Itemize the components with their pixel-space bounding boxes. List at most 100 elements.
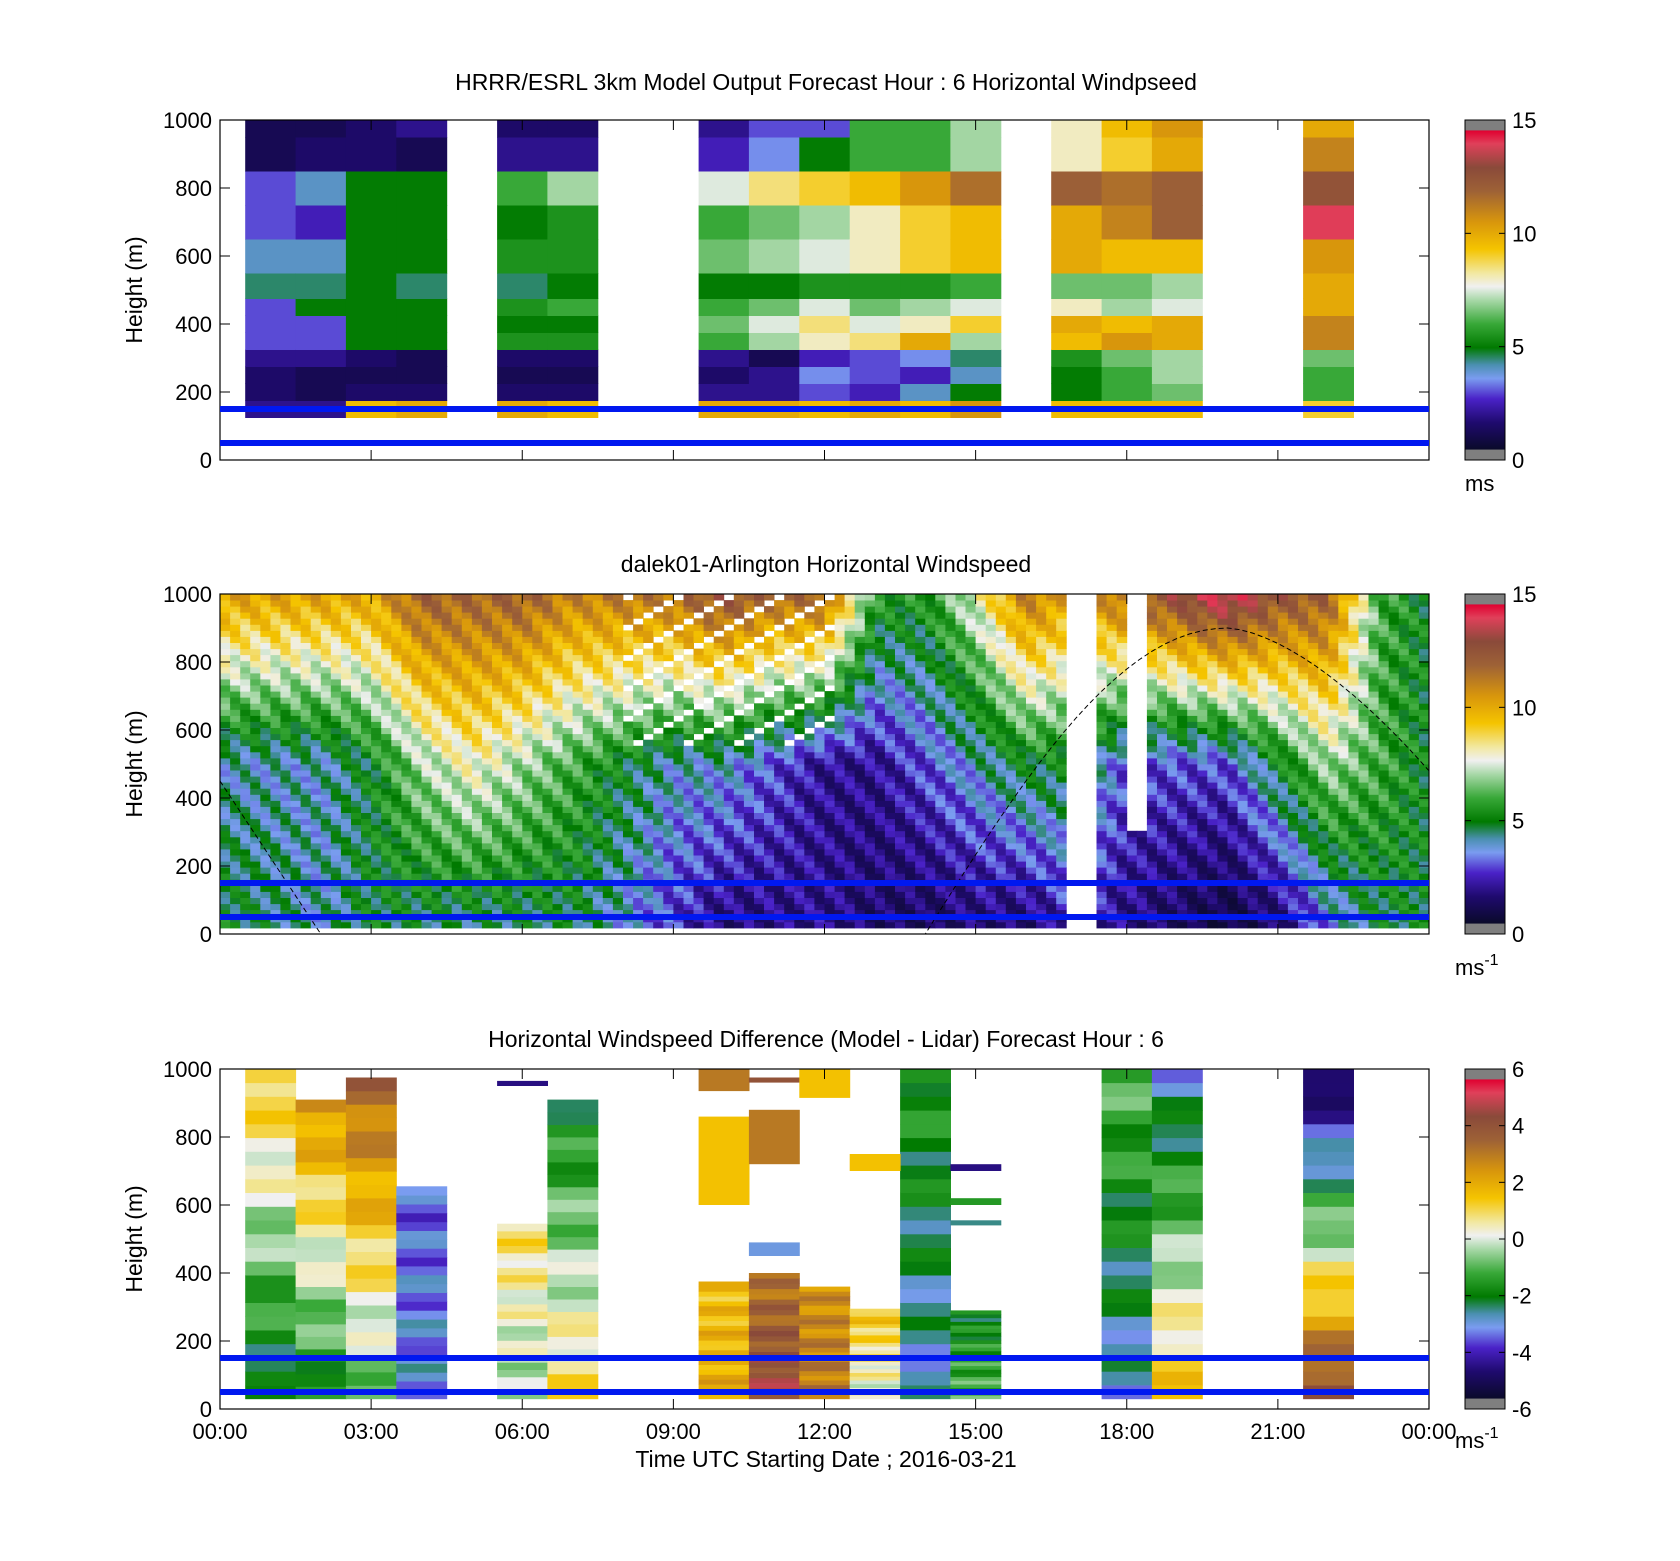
heatmap-cell bbox=[884, 776, 896, 783]
heatmap-cell bbox=[351, 636, 362, 643]
heatmap-cell bbox=[270, 624, 281, 631]
heatmap-cell bbox=[512, 830, 523, 838]
heatmap-cell bbox=[451, 594, 463, 601]
heatmap-cell bbox=[371, 672, 382, 680]
heatmap-cell bbox=[905, 824, 916, 832]
heatmap-cell bbox=[300, 909, 312, 917]
heatmap-cell bbox=[542, 757, 553, 765]
heatmap-cell bbox=[844, 733, 856, 741]
heatmap-cell bbox=[693, 921, 704, 929]
heatmap-cell bbox=[713, 679, 725, 686]
heatmap-cell bbox=[532, 600, 543, 607]
heatmap-cell bbox=[834, 824, 846, 832]
heatmap-cell bbox=[824, 782, 835, 789]
heatmap-cell bbox=[1096, 849, 1107, 856]
heatmap-cell bbox=[391, 624, 402, 631]
heatmap-cell bbox=[965, 600, 976, 607]
heatmap-cell bbox=[643, 867, 654, 874]
heatmap-cell bbox=[245, 332, 297, 350]
heatmap-cell bbox=[431, 842, 443, 850]
heatmap-cell bbox=[1015, 824, 1027, 832]
heatmap-cell bbox=[552, 600, 563, 607]
heatmap-cell bbox=[965, 903, 976, 911]
heatmap-cell bbox=[733, 897, 745, 905]
heatmap-cell bbox=[874, 818, 886, 826]
heatmap-cell bbox=[371, 757, 382, 765]
heatmap-cell bbox=[522, 594, 533, 601]
heatmap-cell bbox=[421, 654, 432, 662]
heatmap-cell bbox=[421, 691, 432, 698]
heatmap-cell bbox=[814, 836, 825, 844]
heatmap-cell bbox=[542, 648, 553, 656]
heatmap-cell bbox=[884, 812, 896, 820]
heatmap-cell bbox=[381, 642, 392, 650]
heatmap-cell bbox=[471, 824, 483, 832]
heatmap-cell bbox=[693, 660, 704, 668]
heatmap-cell bbox=[612, 721, 624, 728]
heatmap-cell bbox=[1026, 873, 1037, 880]
heatmap-cell bbox=[955, 849, 966, 856]
heatmap-cell bbox=[411, 685, 422, 692]
heatmap-cell bbox=[512, 672, 523, 680]
heatmap-cell bbox=[502, 806, 513, 813]
heatmap-cell bbox=[764, 709, 775, 716]
heatmap-cell bbox=[240, 685, 251, 692]
heatmap-cell bbox=[431, 721, 443, 728]
heatmap-cell bbox=[1106, 697, 1118, 704]
heatmap-cell bbox=[270, 660, 281, 668]
heatmap-cell bbox=[784, 849, 795, 856]
heatmap-cell bbox=[794, 709, 805, 716]
heatmap-cell bbox=[1096, 733, 1107, 741]
heatmap-cell bbox=[290, 739, 301, 747]
heatmap-cell bbox=[280, 842, 291, 850]
heatmap-cell bbox=[300, 594, 312, 601]
heatmap-cell bbox=[532, 630, 543, 637]
heatmap-cell bbox=[733, 891, 745, 898]
heatmap-cell bbox=[340, 685, 352, 692]
heatmap-cell bbox=[884, 806, 896, 813]
heatmap-cell bbox=[512, 903, 523, 911]
heatmap-cell bbox=[945, 679, 956, 686]
heatmap-cell bbox=[280, 672, 291, 680]
heatmap-cell bbox=[633, 600, 644, 607]
heatmap-cell bbox=[643, 812, 654, 820]
heatmap-cell bbox=[512, 757, 523, 765]
heatmap-cell bbox=[300, 618, 312, 625]
heatmap-cell bbox=[492, 606, 503, 613]
heatmap-cell bbox=[1015, 636, 1027, 643]
heatmap-cell bbox=[300, 849, 312, 856]
heatmap-cell bbox=[497, 366, 548, 384]
heatmap-cell bbox=[975, 709, 987, 716]
heatmap-cell bbox=[764, 776, 775, 783]
heatmap-cell bbox=[310, 903, 322, 911]
heatmap-cell bbox=[633, 855, 644, 862]
heatmap-cell bbox=[451, 794, 463, 801]
heatmap-cell bbox=[481, 751, 493, 759]
heatmap-cell bbox=[240, 897, 251, 905]
heatmap-cell bbox=[1005, 703, 1017, 710]
heatmap-cell bbox=[824, 606, 835, 613]
heatmap-cell bbox=[512, 806, 523, 813]
heatmap-cell bbox=[340, 782, 352, 789]
heatmap-cell bbox=[1046, 733, 1057, 741]
heatmap-cell bbox=[884, 666, 896, 674]
heatmap-cell bbox=[532, 800, 543, 807]
heatmap-cell bbox=[300, 733, 312, 741]
heatmap-cell bbox=[572, 648, 584, 656]
heatmap-cell bbox=[985, 836, 997, 844]
heatmap-cell bbox=[1015, 685, 1027, 692]
heatmap-cell bbox=[1096, 721, 1107, 728]
heatmap-cell bbox=[1005, 770, 1017, 777]
heatmap-cell bbox=[471, 685, 483, 692]
heatmap-cell bbox=[411, 691, 422, 698]
heatmap-cell bbox=[492, 891, 503, 898]
heatmap-cell bbox=[844, 721, 856, 728]
heatmap-cell bbox=[381, 764, 392, 771]
heatmap-cell bbox=[975, 648, 987, 656]
heatmap-cell bbox=[371, 830, 382, 838]
heatmap-cell bbox=[895, 636, 906, 643]
heatmap-cell bbox=[754, 782, 765, 789]
heatmap-cell bbox=[310, 855, 322, 862]
heatmap-cell bbox=[351, 764, 362, 771]
heatmap-cell bbox=[582, 818, 594, 826]
